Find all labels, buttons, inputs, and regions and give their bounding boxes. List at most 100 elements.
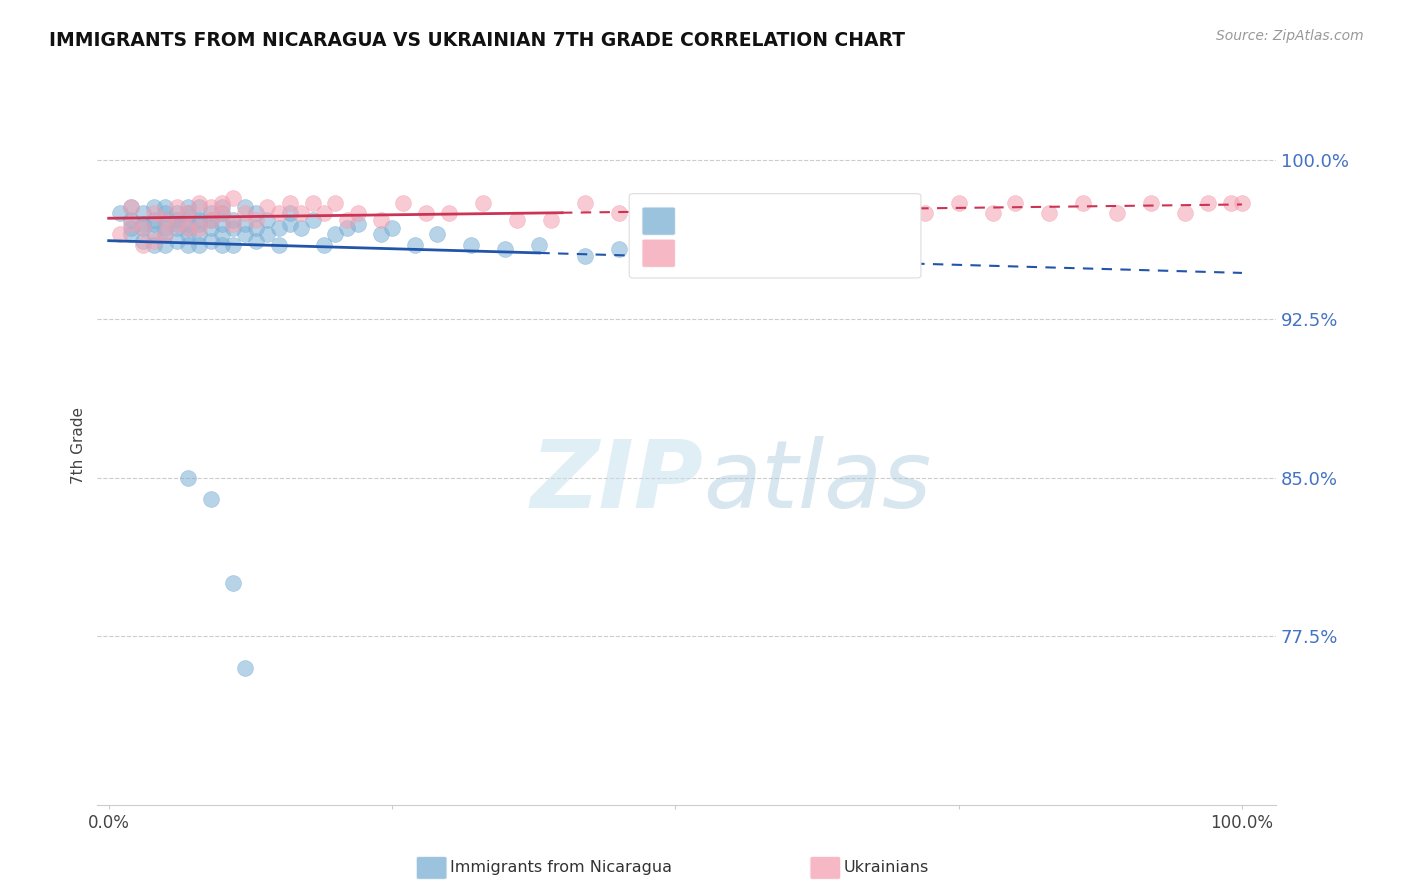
Point (155, 206, 177, 220)
Point (494, 242, 516, 256)
Point (981, 206, 1004, 220)
Point (336, 221, 359, 235)
Point (222, 576, 245, 591)
Point (233, 206, 256, 220)
Point (155, 227, 177, 242)
Point (188, 195, 211, 210)
Point (177, 206, 200, 220)
Point (177, 470, 200, 484)
Point (200, 212, 222, 227)
Point (1197, 195, 1219, 210)
Point (710, 206, 733, 220)
Point (222, 212, 245, 227)
Point (1038, 206, 1060, 220)
Point (222, 238, 245, 252)
Point (177, 238, 200, 252)
Point (211, 206, 233, 220)
Point (290, 221, 312, 235)
Point (845, 212, 868, 227)
Point (188, 217, 211, 231)
Point (256, 227, 278, 242)
Point (200, 206, 222, 220)
Point (155, 238, 177, 252)
Point (267, 221, 290, 235)
Point (188, 212, 211, 227)
Text: R = 0.535   N = 61: R = 0.535 N = 61 (683, 244, 868, 262)
Point (108, 206, 131, 220)
Point (177, 221, 200, 235)
Point (641, 212, 664, 227)
Point (177, 227, 200, 242)
Point (1071, 195, 1094, 210)
Point (188, 200, 211, 214)
Point (200, 491, 222, 506)
Point (222, 221, 245, 235)
Point (166, 221, 188, 235)
Point (392, 195, 415, 210)
Text: IMMIGRANTS FROM NICARAGUA VS UKRAINIAN 7TH GRADE CORRELATION CHART: IMMIGRANTS FROM NICARAGUA VS UKRAINIAN 7… (49, 31, 905, 50)
Point (529, 238, 551, 252)
Point (744, 212, 766, 227)
Point (166, 212, 188, 227)
Point (540, 212, 562, 227)
Point (404, 238, 426, 252)
Point (211, 195, 233, 210)
Point (143, 200, 166, 214)
Point (664, 248, 686, 262)
Point (471, 195, 494, 210)
Point (233, 227, 256, 242)
Point (607, 206, 630, 220)
Text: Ukrainians: Ukrainians (844, 860, 929, 874)
Point (325, 227, 347, 242)
Point (278, 206, 301, 220)
Point (267, 206, 290, 220)
Point (131, 206, 153, 220)
Point (948, 195, 970, 210)
Point (131, 238, 153, 252)
Point (222, 191, 245, 205)
Point (200, 221, 222, 235)
Point (415, 206, 437, 220)
Point (166, 234, 188, 248)
Point (188, 238, 211, 252)
Point (256, 200, 278, 214)
Point (211, 238, 233, 252)
Point (143, 206, 166, 220)
Point (211, 227, 233, 242)
Point (245, 212, 267, 227)
Point (721, 248, 744, 262)
Point (312, 206, 335, 220)
Point (188, 227, 211, 242)
Point (607, 242, 630, 256)
Point (211, 206, 233, 220)
Point (347, 206, 370, 220)
Point (256, 212, 278, 227)
Point (188, 221, 211, 235)
Point (143, 238, 166, 252)
Point (381, 221, 404, 235)
Text: atlas: atlas (703, 436, 931, 527)
Point (166, 206, 188, 220)
Point (143, 212, 166, 227)
Point (245, 221, 267, 235)
Text: ZIP: ZIP (530, 435, 703, 528)
Point (155, 212, 177, 227)
Point (267, 238, 290, 252)
Point (301, 195, 323, 210)
Point (120, 217, 142, 231)
Point (233, 661, 256, 675)
Point (131, 221, 153, 235)
Point (166, 217, 188, 231)
Point (1219, 195, 1241, 210)
Point (290, 206, 312, 220)
Point (120, 221, 142, 235)
Point (211, 217, 233, 231)
Point (347, 217, 370, 231)
Point (370, 227, 392, 242)
Point (177, 206, 200, 220)
Y-axis label: 7th Grade: 7th Grade (72, 408, 86, 484)
Point (166, 200, 188, 214)
Point (278, 195, 301, 210)
Point (245, 206, 267, 220)
Point (778, 255, 800, 269)
